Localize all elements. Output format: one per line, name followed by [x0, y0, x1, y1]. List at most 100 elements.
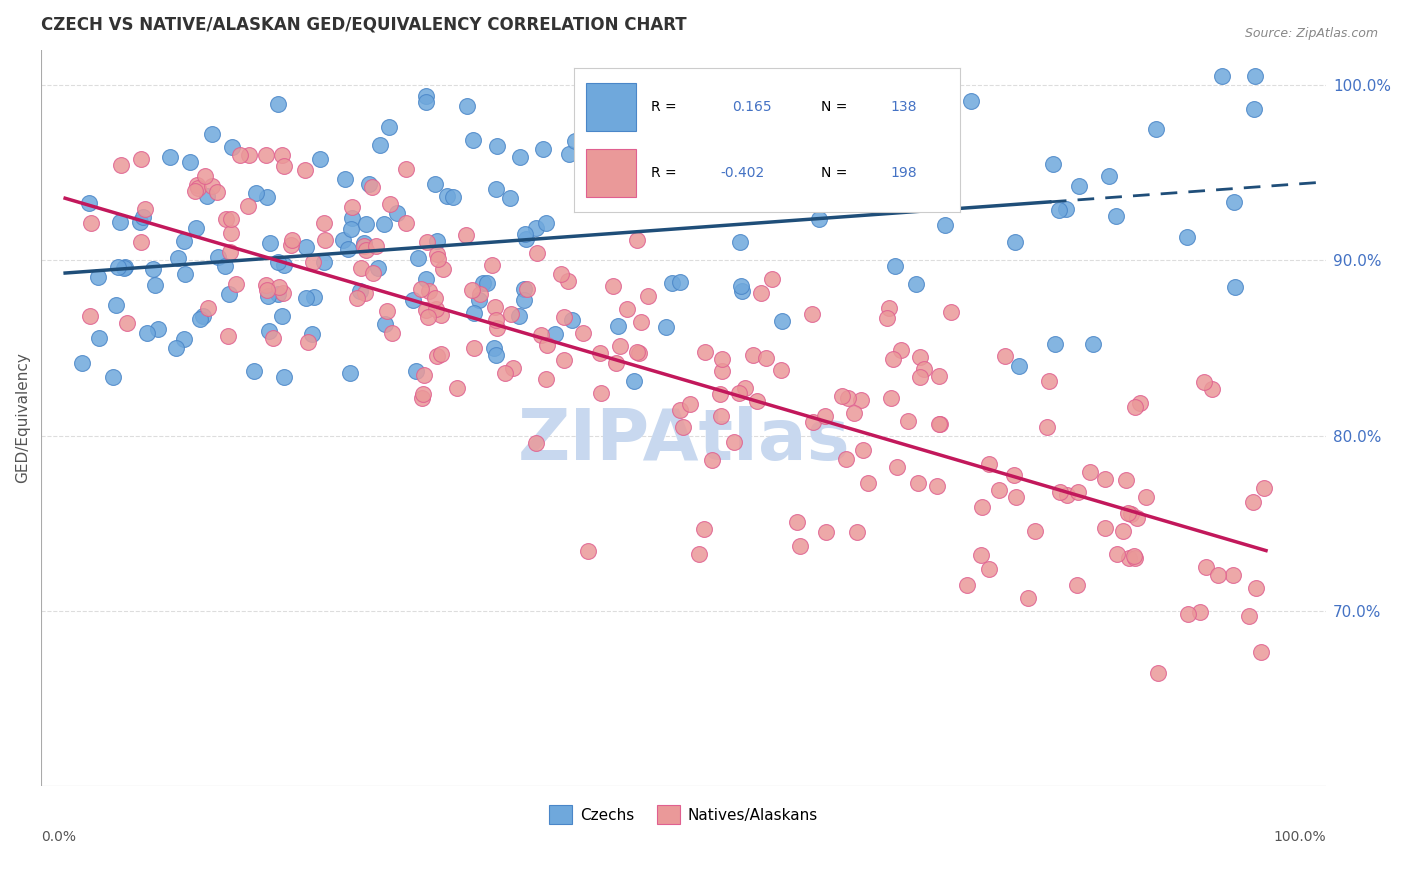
Point	[463, 341, 485, 355]
Point	[217, 328, 239, 343]
Point	[1253, 482, 1275, 496]
Point	[929, 417, 952, 431]
Point	[193, 169, 215, 184]
Point	[1122, 549, 1144, 563]
Point	[896, 414, 918, 428]
Point	[165, 341, 187, 355]
Point	[1119, 507, 1142, 521]
Point	[405, 364, 427, 378]
Point	[114, 260, 136, 274]
Point	[271, 286, 294, 301]
Point	[367, 260, 389, 275]
Point	[104, 298, 127, 312]
Point	[273, 159, 295, 173]
Text: 0.0%: 0.0%	[41, 830, 76, 845]
Point	[761, 272, 783, 286]
Point	[1116, 506, 1139, 520]
Point	[426, 349, 449, 363]
Text: Source: ZipAtlas.com: Source: ZipAtlas.com	[1244, 27, 1378, 40]
Point	[267, 287, 290, 301]
Point	[297, 334, 319, 349]
Point	[167, 251, 190, 265]
Point	[609, 95, 631, 109]
Point	[1118, 551, 1140, 566]
Point	[602, 278, 624, 293]
Point	[934, 218, 956, 232]
Point	[709, 386, 731, 401]
Point	[173, 234, 195, 248]
Point	[201, 127, 224, 141]
Point	[977, 562, 1000, 576]
Point	[564, 134, 586, 148]
Point	[184, 184, 207, 198]
Point	[607, 318, 630, 333]
Point	[1192, 375, 1215, 389]
Point	[468, 287, 491, 301]
Point	[1111, 524, 1133, 538]
Point	[256, 284, 278, 298]
Point	[134, 202, 156, 216]
Point	[215, 212, 238, 227]
Point	[340, 222, 363, 236]
Point	[432, 262, 454, 277]
Point	[1115, 473, 1137, 487]
Point	[340, 200, 363, 214]
Point	[195, 188, 218, 202]
Point	[693, 345, 716, 359]
Point	[725, 177, 748, 191]
Point	[107, 260, 129, 274]
Point	[572, 326, 595, 341]
Point	[1067, 484, 1090, 499]
Point	[688, 547, 710, 561]
Point	[146, 322, 169, 336]
Point	[661, 277, 683, 291]
Point	[467, 293, 489, 307]
Point	[370, 137, 392, 152]
Point	[381, 326, 404, 341]
Point	[801, 415, 824, 429]
Point	[270, 148, 292, 162]
Point	[846, 525, 869, 540]
Point	[254, 277, 277, 292]
Point	[402, 293, 425, 308]
Point	[728, 235, 751, 249]
Point	[1094, 521, 1116, 535]
Point	[534, 372, 557, 386]
Point	[1024, 524, 1046, 538]
Point	[749, 285, 772, 300]
Point	[339, 366, 361, 380]
Point	[353, 239, 375, 253]
Point	[229, 148, 252, 162]
Point	[842, 406, 865, 420]
Point	[928, 417, 950, 432]
Point	[430, 347, 453, 361]
Point	[672, 420, 695, 434]
Point	[1036, 419, 1059, 434]
Point	[1067, 178, 1090, 193]
Point	[426, 252, 449, 266]
Point	[482, 341, 505, 355]
Point	[1078, 465, 1101, 479]
Point	[1195, 560, 1218, 574]
Point	[1098, 169, 1121, 183]
Point	[485, 139, 508, 153]
Point	[524, 221, 547, 235]
Point	[430, 308, 453, 322]
Point	[589, 385, 612, 400]
Point	[354, 218, 377, 232]
Point	[486, 321, 509, 335]
Point	[475, 276, 498, 290]
Point	[346, 291, 368, 305]
Point	[553, 310, 575, 324]
Point	[977, 457, 1000, 471]
Point	[418, 285, 440, 299]
Point	[238, 148, 260, 162]
Point	[415, 89, 437, 103]
Point	[271, 310, 294, 324]
Point	[484, 348, 506, 362]
Point	[484, 301, 506, 315]
Point	[1066, 578, 1088, 592]
Point	[129, 235, 152, 249]
Point	[524, 436, 547, 450]
Point	[817, 124, 839, 138]
